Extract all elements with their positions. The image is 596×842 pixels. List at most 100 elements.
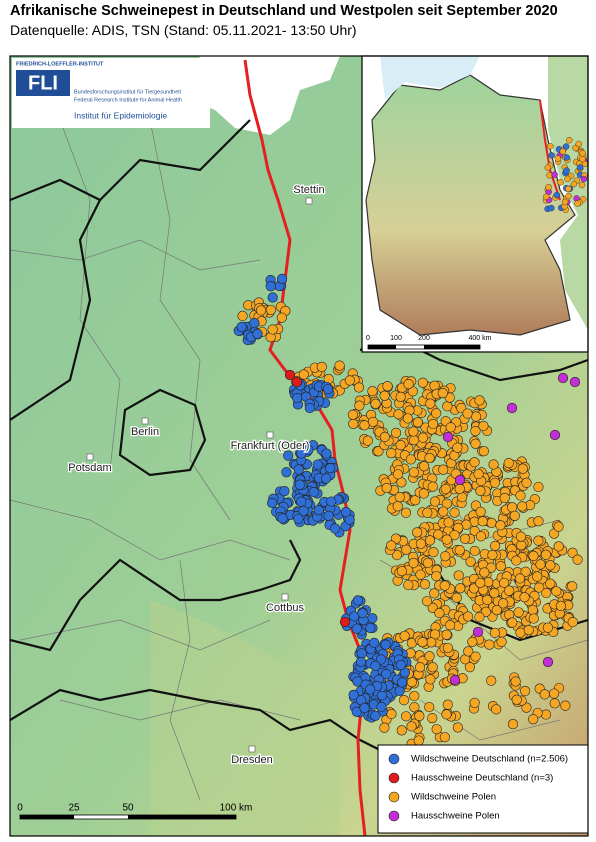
outbreak-point [294,479,306,490]
outbreak-point [402,413,413,424]
inset-point [566,137,573,144]
inset-point [548,204,555,212]
outbreak-point [406,721,417,732]
outbreak-point [356,648,367,659]
outbreak-point [426,637,437,648]
outbreak-point [514,573,526,584]
inset-point [547,142,554,150]
outbreak-point [386,708,397,720]
outbreak-point [482,594,493,606]
inset-point [565,185,572,193]
scale-label: 400 km [469,335,492,342]
outbreak-point [553,541,564,552]
outbreak-point [569,376,581,388]
outbreak-point [519,685,531,697]
legend-label: Hausschweine Deutschland (n=3) [411,773,553,784]
inset-point [576,164,584,171]
outbreak-point [418,461,430,472]
outbreak-point [449,530,460,541]
outbreak-point [386,448,397,459]
inset-point [545,183,552,191]
outbreak-point [365,622,376,634]
outbreak-point [542,622,553,633]
scale-label: 0 [17,803,23,814]
outbreak-point [532,571,543,582]
outbreak-point [373,446,384,457]
inset-point [579,150,586,157]
outbreak-point [433,529,444,540]
outbreak-point [412,417,423,428]
outbreak-point [511,694,522,705]
inset-point [548,152,555,159]
outbreak-point [516,540,527,551]
outbreak-point [467,636,478,647]
outbreak-point [486,675,497,686]
sea [190,56,340,135]
inset-point [553,191,560,199]
outbreak-point [414,662,426,673]
outbreak-point [549,688,560,699]
outbreak-point [515,490,526,501]
outbreak-point [454,483,465,494]
outbreak-point [534,582,545,593]
outbreak-point [451,592,462,603]
outbreak-point [293,464,304,475]
outbreak-point [376,701,387,713]
inset-point [543,193,550,200]
outbreak-point [424,452,435,463]
outbreak-point [560,700,571,711]
outbreak-point [276,273,288,284]
outbreak-point [498,598,509,609]
legend-swatch [388,753,400,765]
outbreak-point [477,516,488,527]
outbreak-point [283,450,294,461]
legend-box [377,744,589,834]
outbreak-point [392,469,404,480]
outbreak-point [394,492,405,503]
scale-label: 50 [122,803,134,814]
map-title: Afrikanische Schweinepest in Deutschland… [10,3,558,19]
outbreak-point [567,581,578,592]
outbreak-point [304,402,315,414]
outbreak-point [237,310,248,321]
outbreak-point [542,656,554,668]
outbreak-point [507,617,518,628]
outbreak-point [359,702,370,714]
outbreak-point [326,496,337,507]
outbreak-point [442,699,453,710]
outbreak-point [490,540,501,551]
outbreak-point [265,281,276,292]
outbreak-point [475,506,486,517]
outbreak-point [415,569,426,580]
inset-point [551,171,558,178]
outbreak-point [427,481,438,492]
outbreak-point [348,611,360,622]
outbreak-point [379,390,390,401]
outbreak-point [291,376,303,388]
outbreak-point [370,660,381,671]
logo-line1: Bundesforschungsinstitut für Tiergesundh… [74,89,181,95]
place-marker [141,417,149,425]
outbreak-point [414,710,425,722]
outbreak-point [395,391,406,402]
outbreak-point [313,505,324,516]
inset-scale-bar: 0 100 200 400 km [366,335,492,350]
outbreak-point [367,386,378,397]
outbreak-point [469,697,480,708]
outbreak-point [428,418,439,430]
outbreak-point [499,492,510,504]
place-label: Potsdam [68,462,111,474]
outbreak-point [442,642,453,654]
outbreak-point [408,467,420,478]
outbreak-point [478,420,489,432]
inset-point [574,200,581,207]
scale-bar-segment [20,815,74,819]
outbreak-point [452,442,463,453]
legend-label: Wildschweine Deutschland (n=2.506) [411,754,568,765]
outbreak-point [441,709,452,720]
outbreak-point [409,702,420,713]
outbreak-point [475,485,486,496]
inset-point [575,140,582,148]
outbreak-point [417,432,429,443]
outbreak-point [392,501,403,512]
